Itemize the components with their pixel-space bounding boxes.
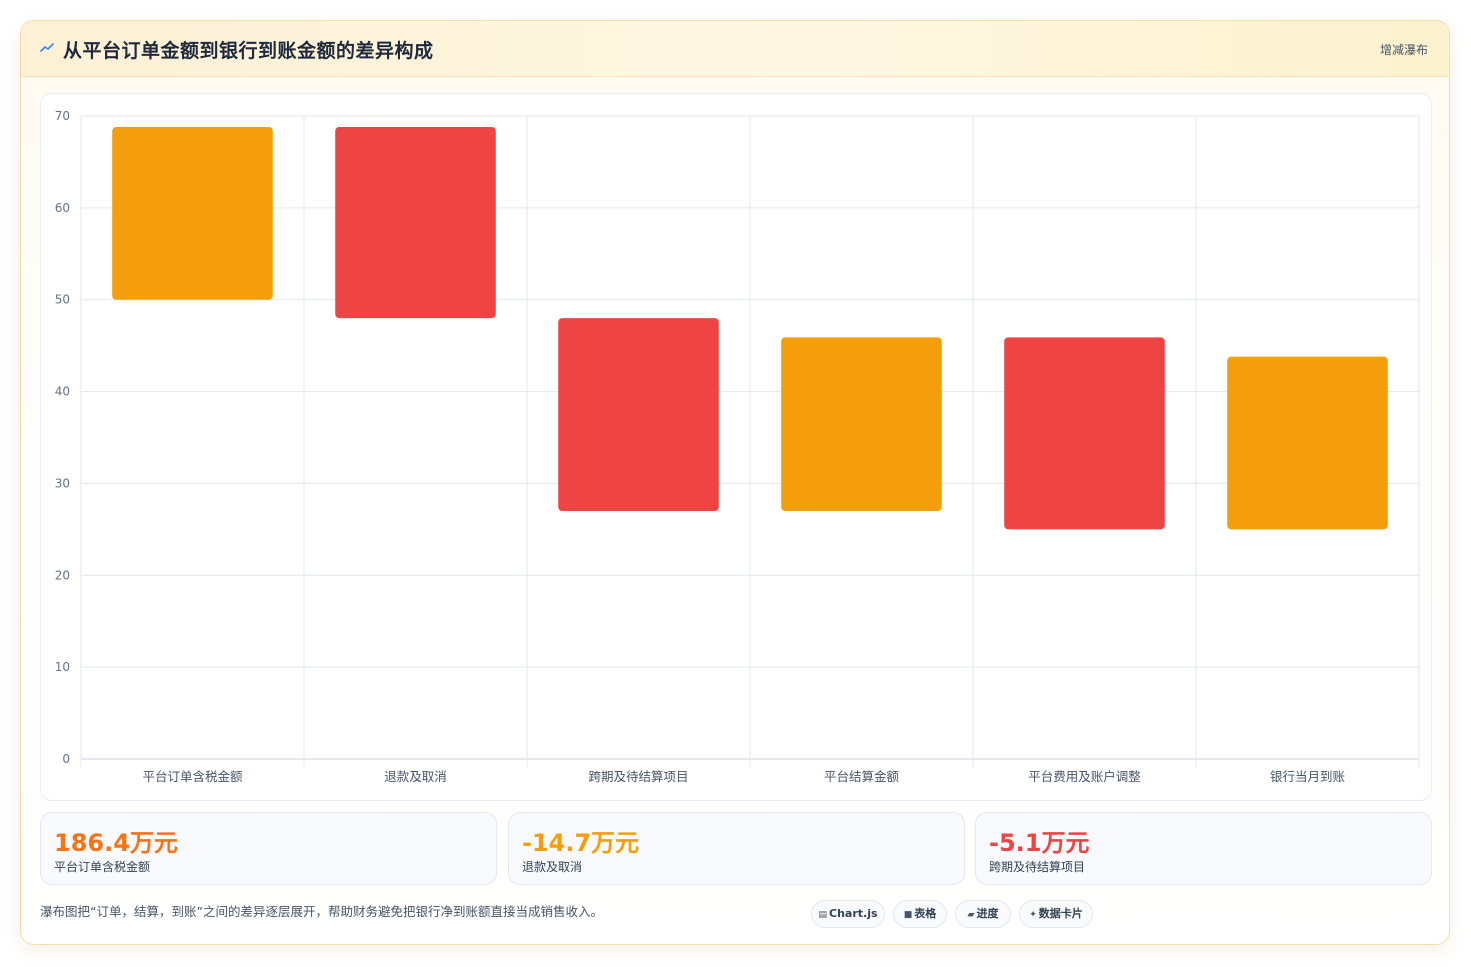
waterfall-bar bbox=[112, 127, 273, 300]
chip-label: 进度 bbox=[976, 907, 999, 920]
card-title: 从平台订单金额到银行到账金额的差异构成 bbox=[63, 40, 434, 62]
x-tick-label: 平台订单含税金额 bbox=[142, 769, 243, 784]
x-tick-label: 退款及取消 bbox=[384, 769, 447, 784]
stat-card-order-total: 186.4万元 平台订单含税金额 bbox=[40, 812, 497, 885]
stat-label: 跨期及待结算项目 bbox=[989, 860, 1086, 874]
table-icon: ■ bbox=[903, 910, 913, 920]
y-tick-label: 10 bbox=[55, 660, 70, 674]
x-tick-label: 银行当月到账 bbox=[1270, 769, 1346, 784]
waterfall-bar bbox=[558, 318, 719, 511]
y-tick-label: 30 bbox=[55, 476, 70, 490]
chart-icon: ▤ bbox=[818, 910, 827, 920]
x-tick-label: 平台结算金额 bbox=[824, 769, 900, 784]
chart-panel: 0 10 20 30 40 50 60 70 平台订单含税金额 退款及取消 跨期及待结算项目 平台结算… bbox=[40, 93, 1432, 801]
y-tick-label: 20 bbox=[55, 568, 70, 582]
waterfall-chart: 0 10 20 30 40 50 60 70 平台订单含税金额 退款及取消 跨期及待结算项目 平台结算… bbox=[55, 109, 1420, 784]
chip-progress[interactable]: ▰ 进度 bbox=[955, 900, 1011, 928]
y-tick-label: 50 bbox=[55, 293, 70, 307]
x-tick-label: 平台费用及账户调整 bbox=[1028, 769, 1141, 784]
stat-value: -5.1万元 bbox=[989, 829, 1090, 857]
stat-value: 186.4万元 bbox=[54, 829, 178, 857]
chart-card: 从平台订单金额到银行到账金额的差异构成 增减瀑布 0 10 20 30 40 50 60 70… bbox=[20, 20, 1450, 945]
waterfall-bar bbox=[781, 337, 942, 511]
waterfall-bar bbox=[335, 127, 496, 319]
y-tick-label: 70 bbox=[55, 109, 70, 123]
waterfall-bar bbox=[1004, 337, 1165, 530]
chart-footnote: 瀑布图把“订单，结算，到账”之间的差异逐层展开，帮助财务避免把银行净到账额直接当… bbox=[40, 904, 603, 919]
progress-icon: ▰ bbox=[967, 910, 975, 920]
chip-label: Chart.js bbox=[829, 907, 878, 920]
stat-value: -14.7万元 bbox=[522, 829, 640, 857]
chart-type-tag: 增减瀑布 bbox=[1379, 43, 1428, 57]
stat-label: 退款及取消 bbox=[522, 860, 583, 874]
card-icon: ✦ bbox=[1029, 910, 1037, 920]
chip-chartjs[interactable]: ▤ Chart.js bbox=[811, 900, 885, 928]
stat-card-refunds: -14.7万元 退款及取消 bbox=[508, 812, 965, 885]
waterfall-bar bbox=[1227, 356, 1388, 530]
y-tick-label: 0 bbox=[62, 752, 70, 766]
y-tick-label: 40 bbox=[55, 385, 70, 399]
card-header: 从平台订单金额到银行到账金额的差异构成 增减瀑布 bbox=[21, 21, 1449, 77]
chip-label: 表格 bbox=[914, 907, 937, 920]
y-tick-label: 60 bbox=[55, 201, 70, 215]
stat-label: 平台订单含税金额 bbox=[54, 860, 151, 874]
chart-logo-icon bbox=[40, 43, 54, 52]
chip-table[interactable]: ■ 表格 bbox=[893, 900, 947, 928]
x-tick-label: 跨期及待结算项目 bbox=[588, 769, 688, 784]
chip-data-card[interactable]: ✦ 数据卡片 bbox=[1019, 900, 1093, 928]
stat-card-pending: -5.1万元 跨期及待结算项目 bbox=[975, 812, 1432, 885]
chip-label: 数据卡片 bbox=[1038, 907, 1083, 920]
